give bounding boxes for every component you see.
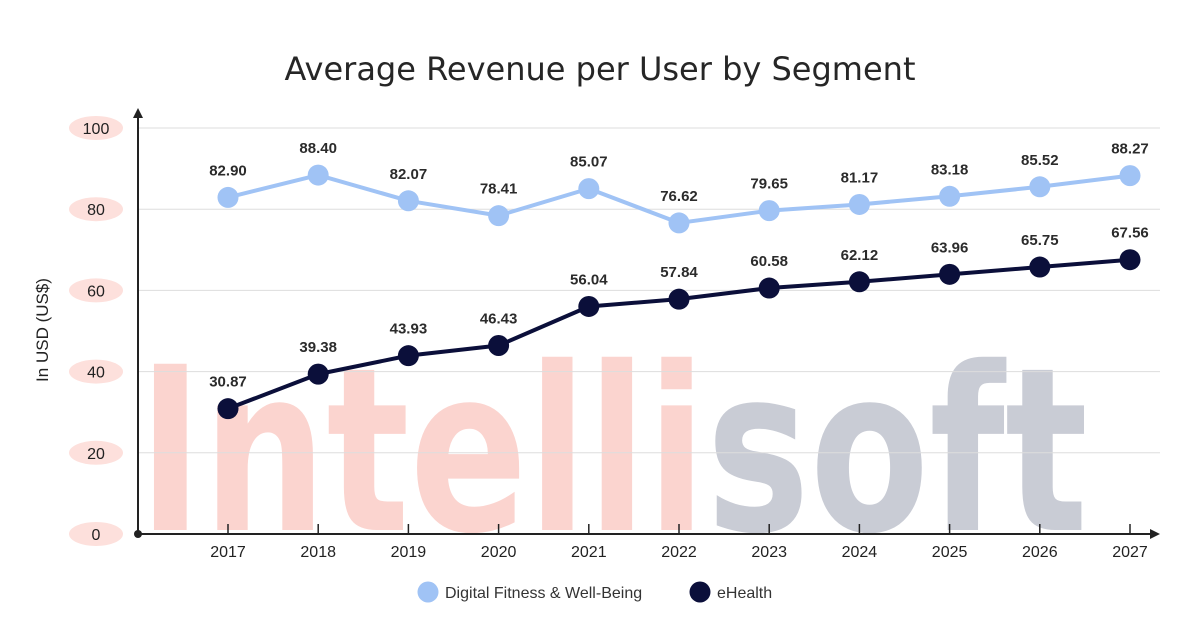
y-tick-pill — [69, 278, 123, 303]
data-label: 85.07 — [570, 154, 608, 171]
series-digital-fitness: 82.90 88.40 82.07 78.41 85.07 76.62 79.65 81.17… — [209, 140, 1149, 234]
data-label: 57.84 — [660, 264, 698, 281]
data-label: 30.87 — [209, 374, 247, 391]
legend-marker — [689, 581, 711, 603]
data-label: 83.18 — [931, 161, 969, 178]
data-point — [939, 263, 961, 285]
x-tick-label: 2023 — [751, 544, 787, 561]
y-axis-title: In USD (US$) — [33, 278, 52, 382]
data-label: 88.27 — [1111, 141, 1149, 158]
data-point — [488, 334, 510, 356]
data-label: 62.12 — [841, 247, 879, 264]
axes — [133, 108, 1160, 539]
x-tick-label: 2020 — [481, 544, 517, 561]
data-label: 79.65 — [750, 176, 788, 193]
data-label: 88.40 — [299, 140, 337, 157]
watermark-part-1: Intelli — [138, 318, 706, 584]
data-point — [307, 363, 329, 385]
data-label: 56.04 — [570, 271, 608, 288]
data-label: 46.43 — [480, 310, 518, 327]
data-label: 63.96 — [931, 239, 969, 256]
legend-marker — [417, 581, 439, 603]
watermark-logo: Intellisoft — [138, 318, 1088, 584]
data-point — [307, 164, 329, 186]
data-label: 76.62 — [660, 188, 698, 205]
data-label: 78.41 — [480, 181, 518, 198]
data-point — [848, 193, 870, 215]
x-tick-label: 2017 — [210, 544, 246, 561]
x-tick-label: 2026 — [1022, 544, 1058, 561]
data-point — [668, 288, 690, 310]
legend-label: eHealth — [717, 585, 772, 602]
series-ehealth: 30.87 39.38 43.93 46.43 56.04 57.84 60.58 62.12… — [209, 225, 1149, 420]
data-point — [1119, 165, 1141, 187]
x-tick-label: 2021 — [571, 544, 607, 561]
data-point — [1029, 176, 1051, 198]
legend: Digital Fitness & Well-Being eHealth — [417, 581, 772, 603]
watermark: Intellisoft — [138, 318, 1088, 584]
data-label: 67.56 — [1111, 225, 1149, 242]
y-axis-ticks: 0 20 40 60 80 100 — [69, 116, 123, 546]
data-point — [488, 205, 510, 227]
data-point — [848, 271, 870, 293]
y-tick-label: 60 — [87, 283, 105, 300]
y-tick-pill — [69, 359, 123, 384]
x-tick-label: 2025 — [932, 544, 968, 561]
data-point — [668, 212, 690, 234]
data-point — [1029, 256, 1051, 278]
y-axis-arrow — [133, 108, 143, 118]
x-tick-label: 2022 — [661, 544, 697, 561]
y-tick-label: 100 — [83, 121, 110, 138]
data-point — [578, 295, 600, 317]
y-tick-pill — [69, 197, 123, 222]
data-label: 82.07 — [390, 166, 428, 183]
y-tick-label: 20 — [87, 446, 105, 463]
legend-item: eHealth — [689, 581, 772, 603]
y-tick-label: 80 — [87, 202, 105, 219]
data-point — [397, 190, 419, 212]
data-label: 81.17 — [841, 169, 879, 186]
y-tick-pill — [69, 440, 123, 465]
data-label: 39.38 — [299, 339, 337, 356]
data-point — [1119, 249, 1141, 271]
x-tick-label: 2019 — [391, 544, 427, 561]
data-label: 82.90 — [209, 162, 247, 179]
x-tick-label: 2027 — [1112, 544, 1148, 561]
chart-title: Average Revenue per User by Segment — [285, 50, 916, 88]
data-point — [397, 345, 419, 367]
x-axis-ticks: 2017 2018 2019 2020 2021 2022 2023 2024 2025 2026… — [210, 524, 1148, 561]
data-point — [578, 178, 600, 200]
data-label: 85.52 — [1021, 152, 1059, 169]
data-label: 60.58 — [750, 253, 788, 270]
legend-label: Digital Fitness & Well-Being — [445, 585, 642, 602]
x-tick-label: 2024 — [842, 544, 878, 561]
axis-origin-dot — [134, 530, 142, 538]
y-tick-label: 40 — [87, 365, 105, 382]
series-layer: 82.90 88.40 82.07 78.41 85.07 76.62 79.65 81.17… — [209, 140, 1149, 420]
watermark-part-2: soft — [706, 318, 1088, 584]
data-point — [758, 200, 780, 222]
y-tick-pill — [69, 522, 123, 546]
x-tick-label: 2018 — [300, 544, 336, 561]
data-label: 65.75 — [1021, 232, 1059, 249]
data-point — [217, 398, 239, 420]
data-point — [217, 186, 239, 208]
y-tick-label: 0 — [92, 527, 101, 544]
data-label: 43.93 — [390, 321, 428, 338]
grid-lines — [138, 127, 1160, 454]
data-point — [758, 277, 780, 299]
x-axis-arrow — [1150, 529, 1160, 539]
y-tick-pill — [69, 116, 123, 140]
legend-item: Digital Fitness & Well-Being — [417, 581, 642, 603]
data-point — [939, 185, 961, 207]
